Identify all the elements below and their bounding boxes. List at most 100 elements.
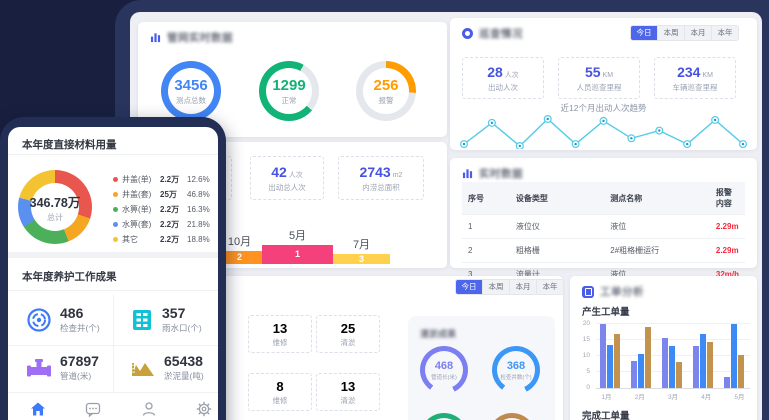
table-row[interactable]: 2 粗格栅 2#粗格栅运行 2.29m <box>462 238 745 263</box>
gauge-pipe-length: 468 管道长(米) <box>420 346 468 394</box>
home-icon[interactable] <box>30 401 46 417</box>
stat-value: 25 <box>340 320 356 336</box>
phone-screen: 本年度直接材料用量 346.78万 总计 井盖(单) 2.2万 12.6% 井盖(套… <box>8 127 218 420</box>
material-panel-title: 本年度直接材料用量 <box>22 139 117 151</box>
tab-year[interactable]: 本年 <box>711 26 738 40</box>
gauge-arc <box>492 346 540 394</box>
stat-value: 42 人次 <box>271 163 303 180</box>
legend-item: 其它 2.2万 18.8% <box>113 232 213 247</box>
stat-value: 8 <box>276 378 284 394</box>
tab-today[interactable]: 今日 <box>631 26 657 40</box>
legend-dot <box>113 177 118 182</box>
user-icon[interactable] <box>141 401 157 417</box>
panel-header: 巡查情况 <box>462 26 523 41</box>
stat-label: 出动人次 <box>488 82 518 92</box>
donut-total-points: 3456 测点总数 <box>161 61 221 121</box>
trend-title: 近12个月出动人次趋势 <box>560 103 647 113</box>
stat-label: 维修 <box>272 395 288 405</box>
dredge-results-popover: 清淤成果 468 管道长(米) 368 检查井数(个) <box>408 316 555 420</box>
stat-label: 维修 <box>272 337 288 347</box>
panel-workorder: 工单分析 产生工单量 20 15 10 5 0 1月 2月 3月 4月 5月 完成工单量 <box>570 276 757 420</box>
bar <box>676 362 682 388</box>
bar-chart-icon <box>150 33 161 43</box>
donut-label: 测点总数 <box>176 95 206 105</box>
bar <box>731 324 737 388</box>
messages-icon[interactable] <box>85 401 101 417</box>
x-axis-labels: 1月 2月 3月 4月 5月 <box>601 394 745 401</box>
panel-title: 实时数据 <box>479 168 523 180</box>
col-point-name: 测点名称 <box>604 182 710 215</box>
bar <box>638 354 644 388</box>
donut-value: 1299 <box>272 76 306 94</box>
tab-year[interactable]: 本年 <box>536 280 563 294</box>
bar <box>631 360 637 388</box>
col-device-type: 设备类型 <box>509 182 605 215</box>
panel-pipeline-realtime: 管网实时数据 3456 测点总数 1299 正常 256 报警 <box>138 22 447 137</box>
legend-item: 水箅(套) 2.2万 21.8% <box>113 217 213 232</box>
stat-label: 淤泥量(吨) <box>164 371 204 381</box>
tab-month[interactable]: 本月 <box>684 26 711 40</box>
bar-group <box>724 324 744 388</box>
legend-item: 井盖(套) 25万 46.8% <box>113 187 213 202</box>
gauge-well-count: 368 检查井数(个) <box>492 346 540 394</box>
stat-label: 出动总人次 <box>268 182 306 192</box>
tab-week[interactable]: 本周 <box>482 280 509 294</box>
gauge-partial <box>488 413 536 420</box>
panel-title: 巡查情况 <box>479 28 523 40</box>
bar-chart-icon <box>462 169 473 179</box>
phone-frame: 本年度直接材料用量 346.78万 总计 井盖(单) 2.2万 12.6% 井盖(套… <box>0 117 226 420</box>
stat-value: 2743 m2 <box>359 163 403 180</box>
material-donut-chart <box>18 170 92 244</box>
panel-patrol: 巡查情况 今日 本周 本月 本年 28 人次 出动人次 55 KM 人员巡查里程 2… <box>450 18 757 150</box>
y-axis-labels: 20 15 10 5 0 <box>582 320 590 391</box>
donut-label: 报警 <box>378 95 394 105</box>
gauge-arc <box>488 413 536 420</box>
stat-vehicle-km: 234 KM 车辆巡查里程 <box>654 57 736 99</box>
bar <box>662 338 668 388</box>
podium-month-label: 10月 <box>227 236 252 248</box>
donut-ring <box>161 61 221 121</box>
stat-value: 65438 <box>164 353 203 369</box>
table-row[interactable]: 1 液位仪 液位 2.29m <box>462 214 745 239</box>
stat-value: 13 <box>272 320 288 336</box>
bar <box>738 355 744 388</box>
col-index: 序号 <box>462 182 510 215</box>
stat-pipeline-meters: 67897 管道(米) <box>26 353 99 382</box>
gauge-label: 管道长(米) <box>431 374 457 381</box>
realtime-table: 序号 设备类型 测点名称 报警内容 1 液位仪 液位 2.29m 2 粗格栅 2#粗格… <box>462 182 745 286</box>
donut-normal: 1299 正常 <box>259 61 319 121</box>
table-header-row: 序号 设备类型 测点名称 报警内容 <box>462 182 745 215</box>
maintenance-period-tabs: 今日 本周 本月 本年 <box>455 279 564 295</box>
bar <box>700 333 706 388</box>
stat-value: 67897 <box>60 353 99 369</box>
panel-title: 管网实时数据 <box>167 32 233 44</box>
stat-label: 检查井(个) <box>60 323 100 333</box>
stat-rain-inlets: 357 雨水口(个) <box>130 305 202 334</box>
gear-icon[interactable] <box>196 401 212 417</box>
bar <box>724 376 730 388</box>
tab-month[interactable]: 本月 <box>509 280 536 294</box>
stat-value: 357 <box>162 305 186 321</box>
panel-header: 工单分析 <box>582 284 644 299</box>
tab-week[interactable]: 本周 <box>657 26 684 40</box>
stat-value: 234 KM <box>677 63 713 80</box>
chart-title-created: 产生工单量 <box>582 307 630 318</box>
material-legend: 井盖(单) 2.2万 12.6% 井盖(套) 25万 46.8% 水箅(单) 2.2万 16… <box>113 172 213 247</box>
results-panel-title: 本年度养护工作成果 <box>22 271 117 283</box>
gauge-label: 检查井数(个) <box>500 374 532 381</box>
podium-bar: 2 <box>217 251 262 264</box>
stat-dredge-done: 13 清淤 <box>316 373 380 411</box>
legend-dot <box>113 192 118 197</box>
workorder-icon <box>582 285 594 298</box>
podium-month-3: 7月 3 <box>333 236 390 264</box>
donut-value: 256 <box>373 76 399 94</box>
gauge-value: 368 <box>506 359 526 372</box>
bar <box>693 346 699 388</box>
stat-dispatch-total: 42 人次 出动总人次 <box>250 156 324 200</box>
tab-today[interactable]: 今日 <box>456 280 482 294</box>
gauge-value: 468 <box>434 359 454 372</box>
material-donut-center: 346.78万 总计 <box>18 170 92 244</box>
stat-value: 28 人次 <box>487 63 519 80</box>
stat-value: 13 <box>340 378 356 394</box>
donut-ring <box>259 61 319 121</box>
